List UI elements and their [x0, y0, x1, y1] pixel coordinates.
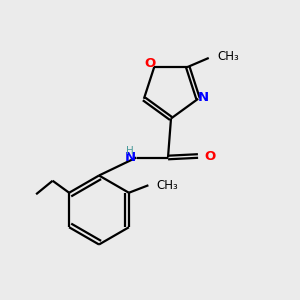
Text: N: N [198, 91, 209, 104]
Text: O: O [205, 149, 216, 163]
Text: N: N [125, 151, 136, 164]
Text: CH₃: CH₃ [217, 50, 239, 63]
Text: H: H [126, 146, 134, 156]
Text: O: O [144, 57, 155, 70]
Text: CH₃: CH₃ [157, 179, 178, 192]
